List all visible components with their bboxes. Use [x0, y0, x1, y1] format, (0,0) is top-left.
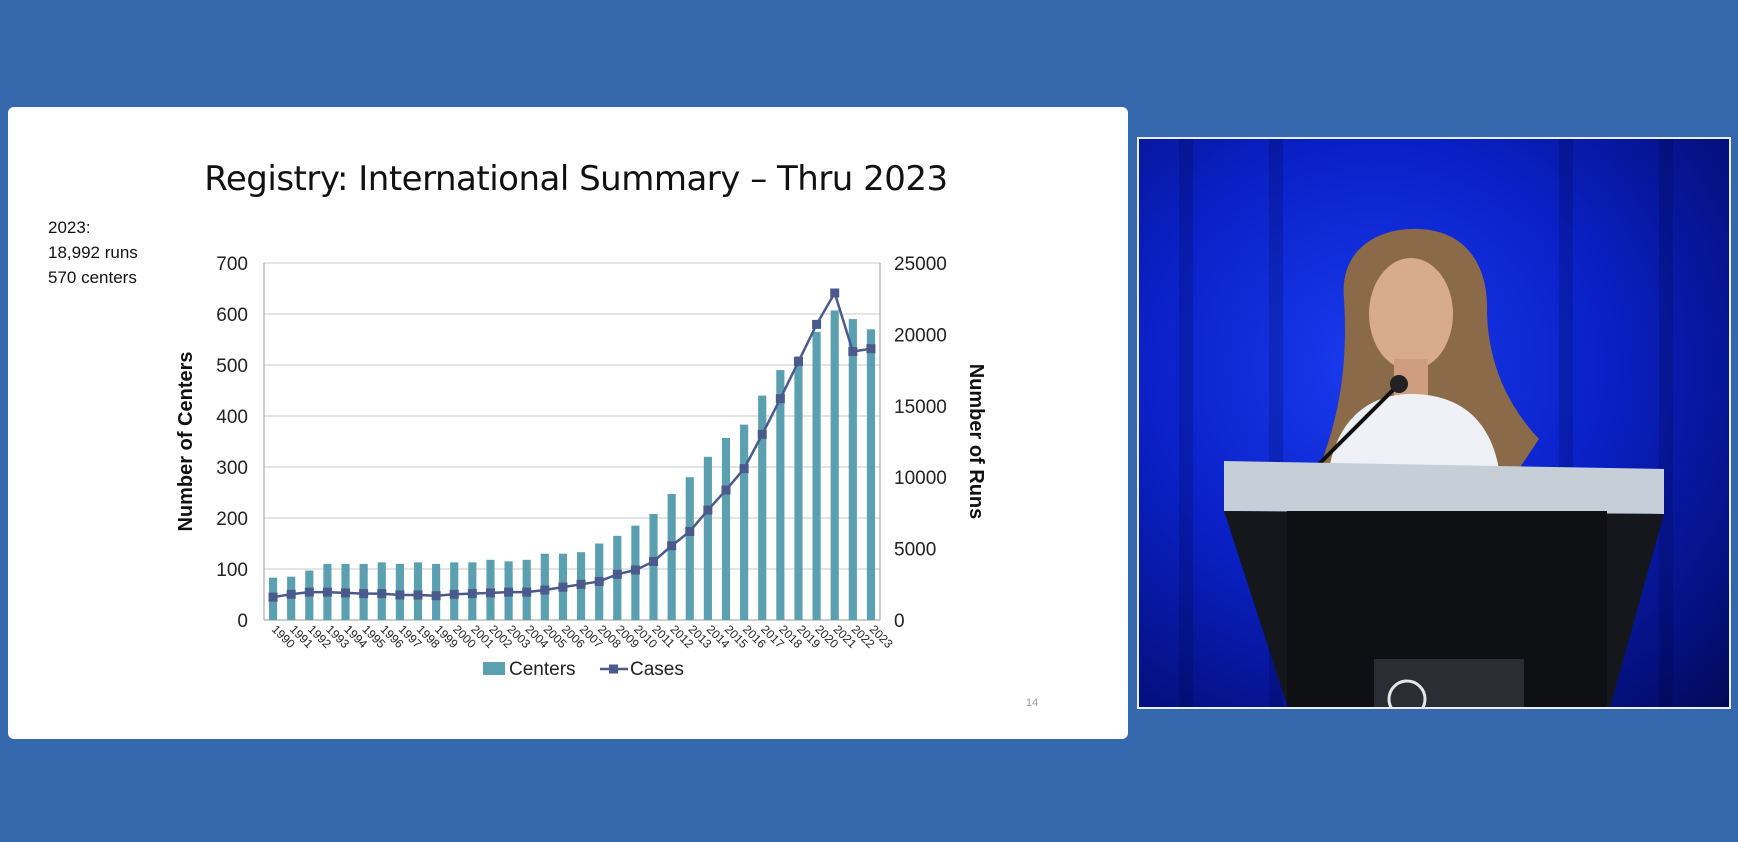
point-cases — [757, 429, 767, 439]
y-right-tick-label: 0 — [894, 611, 905, 632]
point-cases — [504, 587, 514, 597]
point-cases — [812, 319, 822, 329]
slide-number: 14 — [1026, 697, 1039, 709]
point-cases — [649, 556, 659, 566]
speaker-face — [1369, 258, 1453, 370]
point-cases — [703, 505, 713, 515]
point-cases — [830, 288, 840, 298]
speaker-scene — [1224, 228, 1664, 707]
y-right-tick-label: 5000 — [894, 540, 936, 561]
point-cases — [413, 590, 423, 600]
point-cases — [304, 587, 314, 597]
point-cases — [685, 526, 695, 536]
point-cases — [848, 347, 858, 357]
point-cases — [449, 589, 459, 599]
point-cases — [667, 541, 677, 551]
point-cases — [485, 588, 495, 598]
y-left-axis-title: Number of Centers — [175, 351, 197, 531]
point-cases — [612, 569, 622, 579]
y-right-tick-label: 25000 — [894, 254, 947, 275]
point-cases — [359, 589, 369, 599]
point-cases — [467, 589, 477, 599]
y-right-tick-label: 20000 — [894, 325, 947, 346]
side-note: 2023: 18,992 runs 570 centers — [48, 215, 138, 290]
y-left-tick-label: 600 — [216, 305, 248, 326]
microphone-icon — [1390, 375, 1408, 393]
point-cases — [431, 591, 441, 601]
point-cases — [594, 576, 604, 586]
point-cases — [576, 579, 586, 589]
y-right-tick-label: 10000 — [894, 468, 947, 489]
legend-label-centers: Centers — [509, 659, 576, 680]
y-left-tick-label: 200 — [216, 509, 248, 530]
y-left-tick-label: 100 — [216, 560, 248, 581]
point-cases — [630, 565, 640, 575]
bar-centers — [848, 319, 857, 620]
point-cases — [775, 394, 785, 404]
point-cases — [322, 587, 332, 597]
y-left-tick-label: 0 — [237, 611, 248, 632]
bar-centers — [721, 437, 731, 620]
side-note-line: 570 centers — [48, 268, 137, 287]
bar-centers — [812, 331, 821, 620]
curtain-fold — [1659, 139, 1673, 707]
point-cases — [721, 485, 731, 495]
point-cases — [739, 464, 749, 474]
point-cases — [866, 344, 876, 354]
bar-centers — [758, 395, 767, 620]
point-cases — [268, 592, 278, 602]
bar-centers — [703, 456, 712, 620]
bar-centers — [830, 310, 839, 620]
point-cases — [286, 589, 296, 599]
podium-top — [1224, 461, 1664, 514]
microphone-stand — [1317, 387, 1396, 466]
side-note-line: 2023: — [48, 218, 91, 237]
podium-logo-icon — [1387, 679, 1427, 707]
curtain-fold — [1179, 139, 1193, 707]
point-cases — [558, 582, 568, 592]
bar-centers — [776, 370, 785, 620]
centers-cases-chart: 0 100 200 300 400 500 600 700 0 5000 10000 15000 200… — [175, 254, 987, 680]
point-cases — [341, 588, 351, 598]
y-left-tick-label: 500 — [216, 356, 248, 377]
legend-swatch-centers — [483, 662, 505, 675]
bar-centers — [866, 329, 876, 620]
point-cases — [395, 590, 405, 600]
bar-centers — [649, 513, 658, 620]
point-cases — [540, 585, 550, 595]
point-cases — [522, 587, 532, 597]
y-right-axis-title: Number of Runs — [965, 364, 987, 520]
y-left-tick-label: 300 — [216, 458, 248, 479]
speaker-video-feed — [1137, 137, 1731, 709]
side-note-line: 18,992 runs — [48, 243, 138, 262]
bar-centers — [794, 356, 803, 620]
legend-marker-cases — [609, 664, 618, 674]
legend-label-cases: Cases — [630, 659, 684, 680]
bar-centers — [667, 494, 676, 620]
slide-title: Registry: International Summary – Thru 2… — [204, 159, 948, 199]
bar-centers — [685, 477, 694, 620]
line-cases — [272, 289, 872, 599]
y-left-tick-label: 700 — [216, 254, 248, 275]
presentation-slide: Registry: International Summary – Thru 2… — [8, 107, 1128, 739]
y-left-tick-label: 400 — [216, 407, 248, 428]
y-right-tick-label: 15000 — [894, 397, 947, 418]
point-cases — [377, 589, 387, 599]
bar-centers — [740, 424, 749, 620]
point-cases — [793, 357, 803, 367]
